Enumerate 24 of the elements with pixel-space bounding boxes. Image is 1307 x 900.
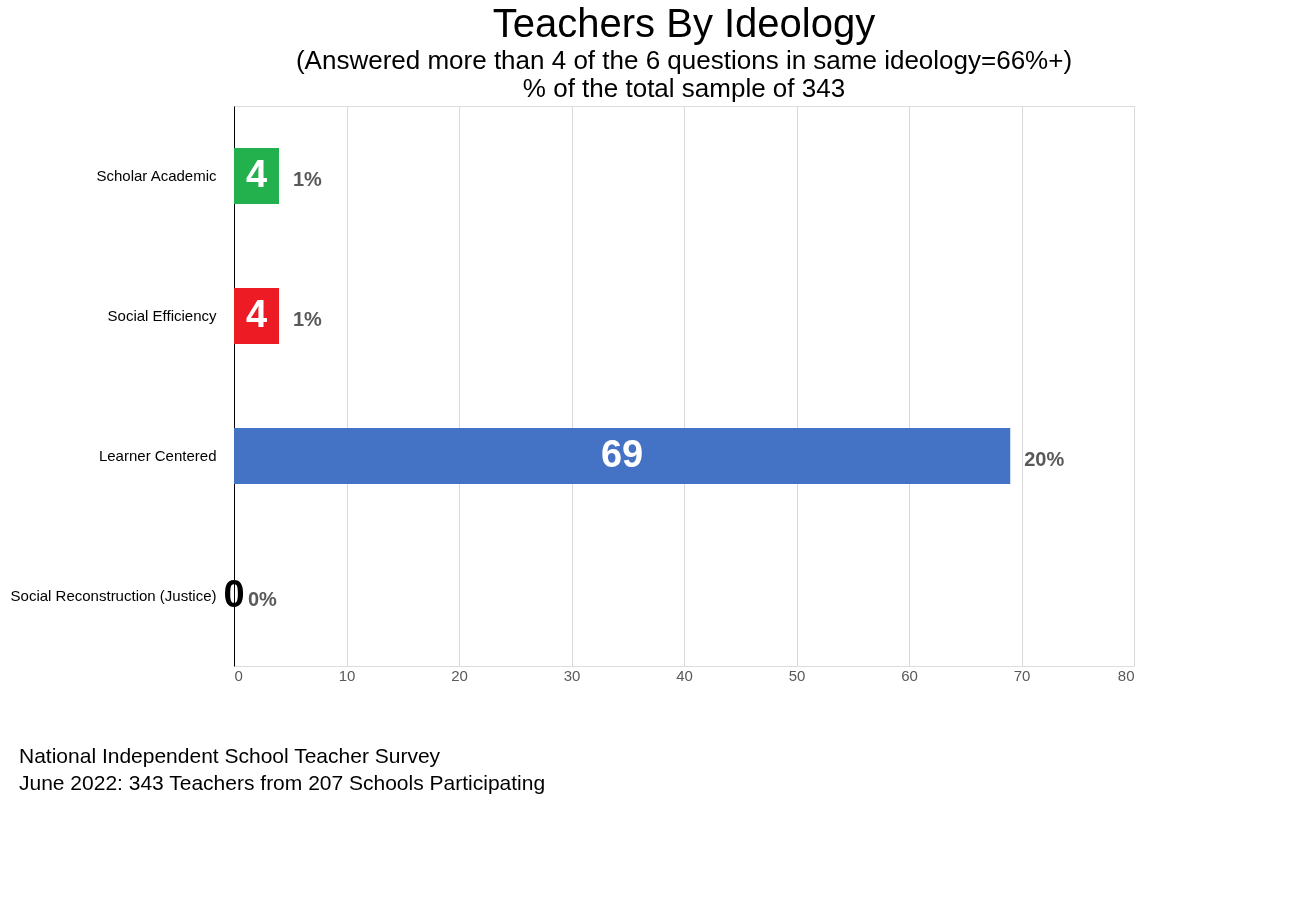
x-tick-label: 50 [788, 666, 806, 684]
chart-subtitle: (Answered more than 4 of the 6 questions in same ideology=66%+) % of the total sample of 343 [295, 45, 1073, 103]
annotation: 20% [1024, 448, 1065, 470]
x-tick-label: 10 [338, 666, 356, 684]
y-tick-label: Social Reconstruction (Justice) [10, 587, 217, 604]
data-label: 4 [245, 293, 268, 335]
y-tick-label: Scholar Academic [96, 167, 217, 184]
x-tick-label: 40 [676, 666, 693, 684]
data-label: 4 [245, 153, 268, 195]
x-tick-label: 30 [563, 666, 581, 684]
x-tick-label: 80 [1117, 666, 1135, 684]
annotation: 1% [293, 308, 323, 330]
annotation: 1% [293, 168, 323, 190]
text: National Independent School Teacher Survey [19, 744, 441, 767]
text: June 2022: 343 Teachers from 207 Schools Participating [19, 771, 546, 794]
y-tick-label: Social Efficiency [107, 307, 217, 324]
data-label: 69 [600, 433, 644, 475]
x-tick-label: 70 [1013, 666, 1031, 684]
x-tick-label: 20 [451, 666, 468, 684]
x-tick-label: 0 [234, 666, 243, 684]
annotation: 0% [248, 588, 278, 610]
x-tick-label: 60 [901, 666, 918, 684]
y-tick-label: Learner Centered [98, 447, 217, 464]
chart-title: Teachers By Ideology [492, 1, 876, 45]
